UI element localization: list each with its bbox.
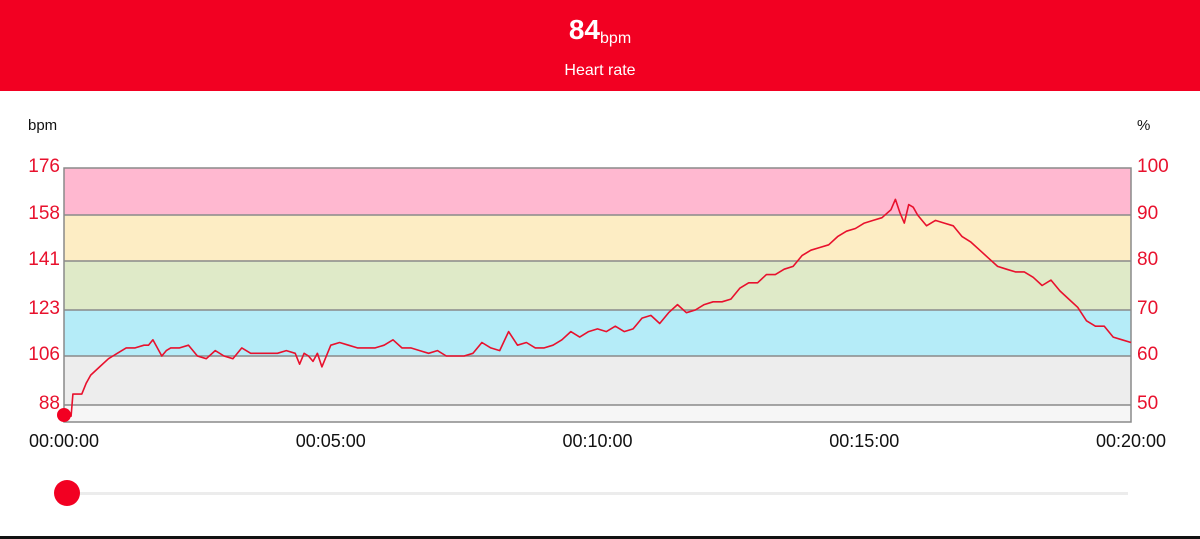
- x-axis-tick: 00:10:00: [562, 431, 633, 451]
- left-axis-title: bpm: [28, 117, 58, 134]
- bottom-border: [0, 536, 1200, 539]
- x-axis-tick: 00:00:00: [28, 431, 100, 451]
- left-axis-tick: 106: [28, 344, 60, 365]
- left-axis-tick: 88: [38, 393, 60, 414]
- zone-band: [64, 168, 1131, 215]
- right-axis-tick: 90: [1137, 203, 1159, 224]
- zone-band: [64, 261, 1131, 310]
- playback-slider-track[interactable]: [67, 492, 1128, 495]
- header-bar: 84bpm Heart rate: [0, 0, 1200, 91]
- zone-band: [64, 356, 1131, 405]
- zone-band: [64, 405, 1131, 422]
- x-axis-tick: 00:05:00: [295, 431, 366, 451]
- playback-slider-thumb[interactable]: [54, 480, 80, 506]
- right-axis-tick: 80: [1137, 249, 1159, 270]
- heart-rate-line: [64, 198, 1132, 418]
- current-heart-rate: 84bpm: [0, 14, 1200, 47]
- left-axis-tick: 176: [28, 156, 60, 177]
- right-axis-tick: 70: [1137, 298, 1159, 319]
- x-axis-tick: 00:20:00: [1095, 431, 1167, 451]
- plot-frame: [63, 167, 1132, 423]
- zone-band: [64, 215, 1131, 261]
- heart-rate-value: 84: [568, 14, 601, 45]
- heart-rate-label: Heart rate: [564, 62, 636, 79]
- left-axis-tick: 123: [28, 298, 60, 319]
- right-axis-tick: 60: [1137, 344, 1159, 365]
- heart-rate-zones: [64, 168, 1131, 422]
- zone-band: [64, 310, 1131, 356]
- left-axis-tick: 141: [28, 249, 60, 270]
- left-axis-tick: 158: [28, 203, 60, 224]
- right-axis-title: %: [1137, 117, 1151, 134]
- right-axis-tick: 50: [1137, 393, 1159, 414]
- heart-rate-unit: bpm: [600, 30, 632, 47]
- right-axis-tick: 100: [1137, 156, 1169, 177]
- x-axis-tick: 00:15:00: [829, 431, 900, 451]
- playback-cursor-dot: [57, 408, 71, 422]
